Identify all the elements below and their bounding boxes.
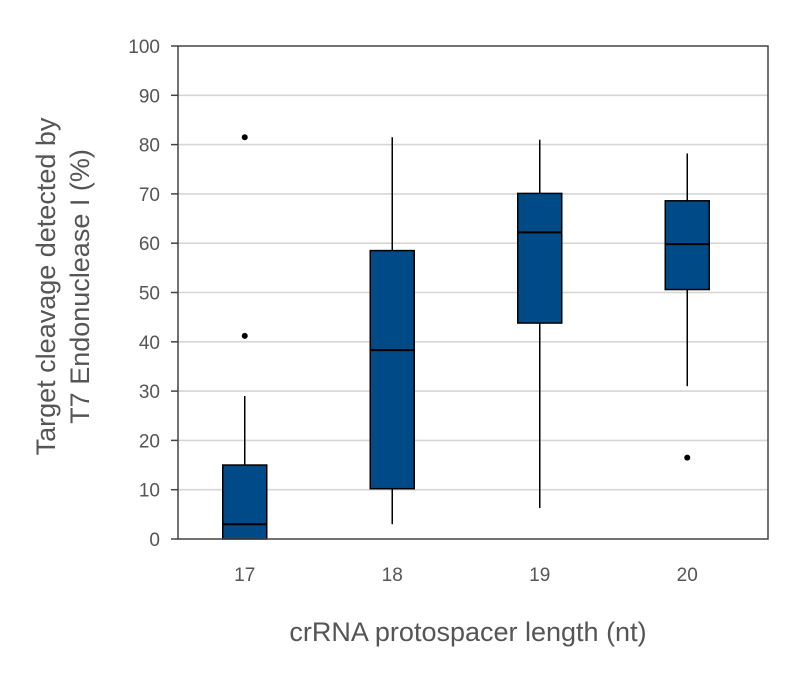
y-tick-label: 80 (139, 136, 160, 157)
x-tick-label: 18 (382, 565, 403, 586)
y-tick-label: 70 (139, 185, 160, 206)
box (369, 249, 415, 490)
y-tick-label: 20 (139, 431, 160, 452)
y-tick-label: 10 (139, 481, 160, 502)
x-tick-label: 17 (234, 565, 255, 586)
x-axis-title: crRNA protospacer length (nt) (289, 617, 646, 647)
y-axis-ticks: 0 10 20 30 40 50 60 70 80 90 100 (128, 37, 178, 551)
y-tick-label: 60 (139, 234, 160, 255)
y-tick-label: 30 (139, 382, 160, 403)
y-axis-title-line-1: Target cleavage detected by (31, 117, 61, 455)
y-tick-label: 90 (139, 86, 160, 107)
y-tick-label: 100 (128, 37, 160, 58)
outlier-point (684, 454, 691, 461)
y-axis-title-line-2: T7 Endonuclease I (%) (65, 149, 95, 424)
outlier-point (241, 332, 248, 339)
outlier-point (241, 134, 248, 141)
box (517, 192, 563, 324)
box (222, 464, 268, 540)
y-tick-label: 40 (139, 333, 160, 354)
box-group-17 (222, 134, 268, 540)
box-group-20 (664, 153, 710, 461)
y-tick-label: 0 (149, 530, 160, 551)
x-axis-ticks: 17 18 19 20 (234, 565, 698, 586)
plot-area-frame (177, 45, 769, 540)
boxes (222, 134, 710, 540)
x-tick-label: 20 (677, 565, 698, 586)
y-axis-title: Target cleavage detected by T7 Endonucle… (31, 117, 95, 455)
box-group-19 (517, 139, 563, 508)
box-group-18 (369, 137, 415, 525)
grid-lines (178, 94, 768, 491)
x-tick-label: 19 (529, 565, 550, 586)
y-tick-label: 50 (139, 284, 160, 305)
